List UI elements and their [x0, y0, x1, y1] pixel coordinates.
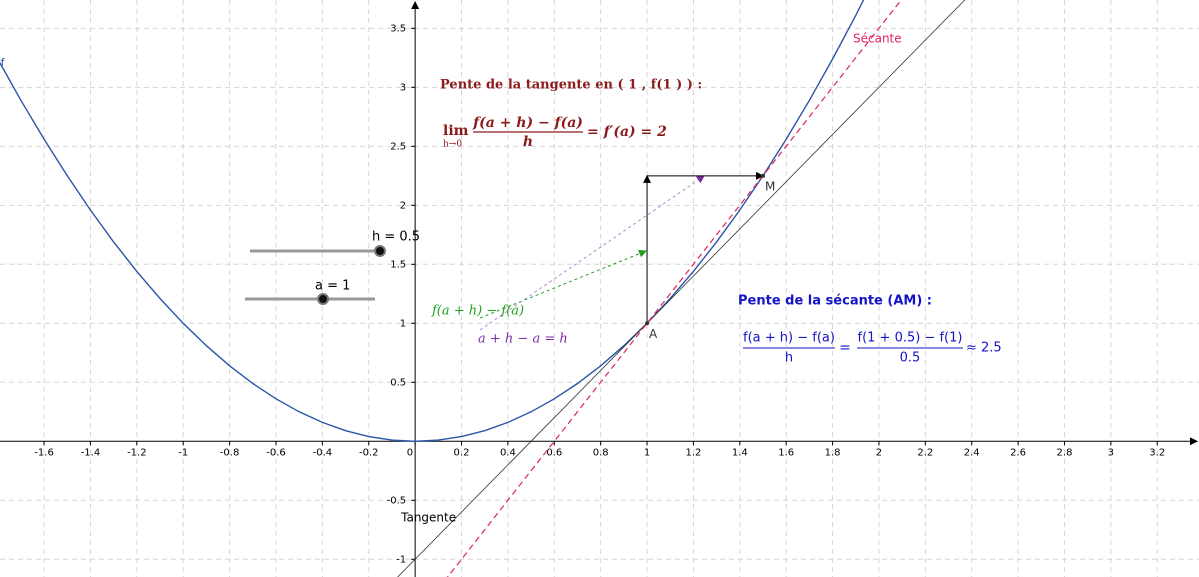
y-tick-label: 2.5	[390, 141, 406, 152]
x-tick-label: 1.8	[825, 447, 841, 458]
x-tick-label: -0.2	[359, 447, 379, 458]
y-tick-label: 1.5	[390, 259, 406, 270]
series-label: Sécante	[853, 32, 902, 46]
x-tick-label: 1.4	[732, 447, 748, 458]
x-tick-label: 0.2	[454, 447, 470, 458]
series-line	[0, 0, 865, 443]
arrow	[479, 249, 647, 319]
x-tick-label: 1.6	[778, 447, 794, 458]
formula: h	[785, 351, 793, 366]
x-tick-label: -0.4	[313, 447, 333, 458]
y-tick-label: 3.5	[390, 23, 406, 34]
x-tick-label: -0.8	[220, 447, 240, 458]
tangent-title: Pente de la tangente en ( 1 , f(1 ) ) :	[440, 78, 702, 93]
x-tick-label: 0.4	[500, 447, 516, 458]
point	[645, 321, 650, 326]
formula: f(a + h) − f(a)	[472, 115, 583, 131]
slider-label: a = 1	[315, 279, 350, 294]
formula: 0.5	[900, 351, 921, 366]
formula: ≈ 2.5	[966, 341, 1002, 356]
x-tick-label: 3.2	[1149, 447, 1165, 458]
point	[761, 173, 765, 178]
y-tick-label: -0.5	[387, 495, 407, 506]
series-line	[446, 0, 902, 577]
x-tick-label: 1.2	[685, 447, 701, 458]
formula: lim	[443, 123, 469, 139]
point-label: M	[765, 179, 775, 193]
x-tick-label: 0	[407, 447, 413, 458]
y-tick-label: 1	[400, 318, 406, 329]
y-tick-label: 3	[400, 82, 406, 93]
slider-label: h = 0.5	[372, 230, 420, 245]
y-tick-label: 2	[400, 200, 406, 211]
rise-label: f(a + h) − f(a)	[431, 304, 524, 319]
x-tick-label: 2.4	[964, 447, 980, 458]
formula: =	[839, 340, 851, 356]
secant-title: Pente de la sécante (AM) :	[738, 294, 932, 309]
x-tick-label: 2.2	[917, 447, 933, 458]
formula: h→0	[443, 140, 462, 150]
x-tick-label: -1	[178, 447, 188, 458]
x-tick-label: 0.8	[593, 447, 609, 458]
x-tick-label: -1.6	[34, 447, 54, 458]
slider-knob[interactable]	[374, 245, 386, 257]
series-label: f	[1, 56, 6, 69]
x-tick-label: -1.4	[81, 447, 101, 458]
x-tick-label: 0.6	[546, 447, 562, 458]
y-tick-label: -1	[396, 554, 406, 565]
formula: = f′(a) = 2	[587, 124, 667, 140]
x-tick-label: 2	[876, 447, 882, 458]
formula: f(a + h) − f(a)	[743, 331, 835, 346]
series-label: Tangente	[400, 511, 456, 525]
formula: h	[523, 134, 533, 150]
x-tick-label: 1	[644, 447, 650, 458]
slider-knob[interactable]	[317, 293, 329, 305]
x-tick-label: 2.8	[1057, 447, 1073, 458]
series-line	[397, 0, 966, 577]
x-tick-label: -0.6	[266, 447, 286, 458]
x-tick-label: 2.6	[1010, 447, 1026, 458]
x-tick-label: -1.2	[127, 447, 147, 458]
x-tick-label: 3	[1108, 447, 1114, 458]
point-label: A	[649, 327, 658, 341]
formula: f(1 + 0.5) − f(1)	[858, 331, 963, 346]
y-tick-label: 0.5	[390, 377, 406, 388]
run-label: a + h − a = h	[478, 332, 568, 347]
